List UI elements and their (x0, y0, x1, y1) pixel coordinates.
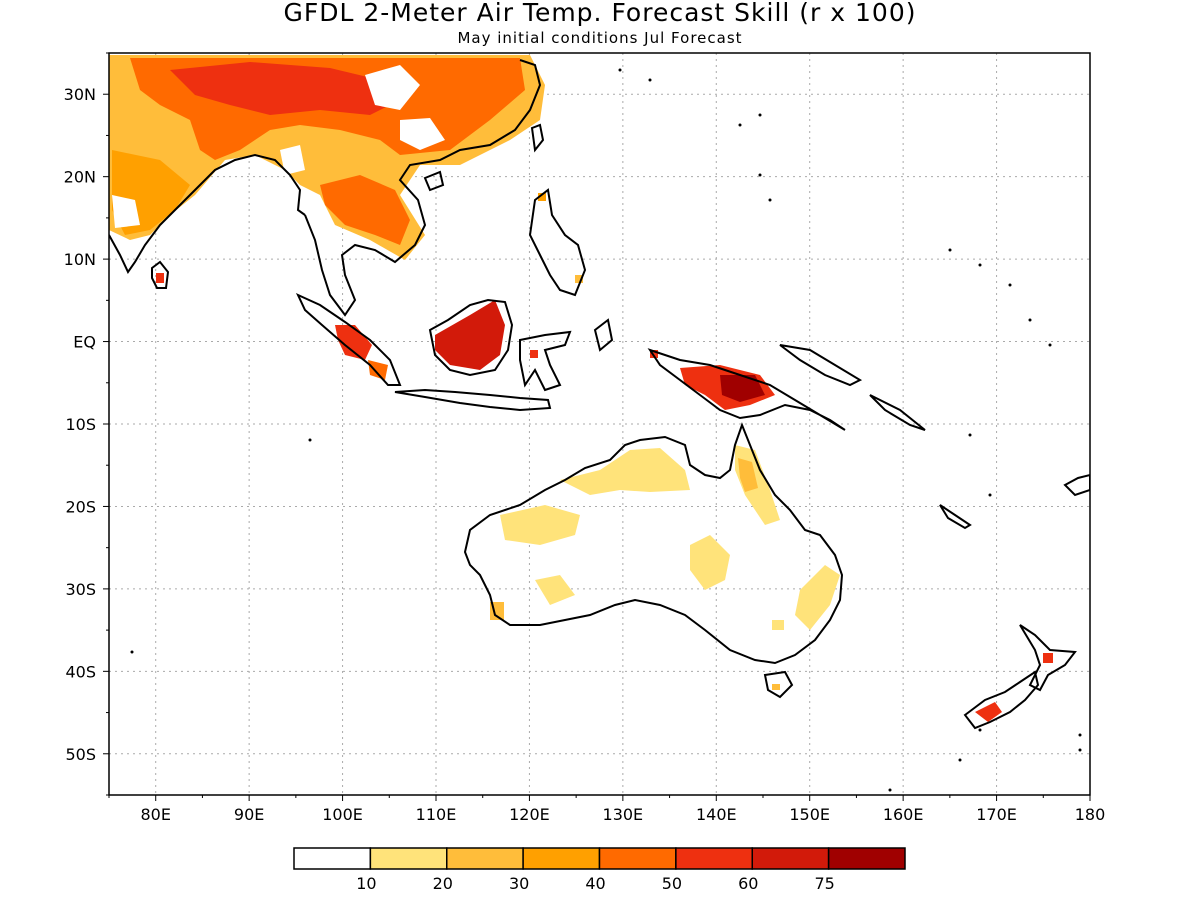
skill-region-indochina (320, 175, 410, 245)
y-tick-label: 10N (64, 250, 96, 269)
colorbar-swatch (751, 847, 830, 870)
coast-philippines (528, 188, 587, 297)
x-tick-label: 180 (1075, 805, 1106, 824)
skill-halmahera (650, 350, 658, 358)
skill-australia-cape (735, 445, 780, 525)
colorbar-swatch (675, 847, 753, 870)
y-tick-label: 20S (65, 497, 96, 516)
coast-solomons (869, 394, 926, 431)
skill-sumatra (335, 325, 372, 360)
skill-shading (109, 55, 1053, 722)
colorbar: 10 20 30 40 50 60 75 (293, 847, 906, 893)
y-tick-label: 10S (65, 415, 96, 434)
skill-gap-4 (280, 145, 305, 175)
coast-java (394, 388, 552, 412)
coast-nz-north (1019, 624, 1077, 692)
map-title: GFDL 2-Meter Air Temp. Forecast Skill (r… (283, 0, 917, 27)
coast-nz-south (963, 670, 1040, 730)
y-tick-label: 20N (64, 168, 96, 187)
colorbar-swatch (293, 847, 372, 870)
colorbar-label: 30 (509, 874, 529, 893)
coast-indochina (304, 59, 542, 317)
colorbar-label: 10 (356, 874, 376, 893)
y-tick-label: EQ (73, 333, 96, 352)
x-axis: 80E 90E 100E 110E 120E 130E 140E 150E 160E 170E 18… (108, 795, 1106, 824)
colorbar-label: 75 (814, 874, 834, 893)
y-axis: 30N 20N 10N EQ 10S 20S 30S 40S 50S (64, 52, 109, 796)
y-tick-label: 30N (64, 85, 96, 104)
colorbar-label: 50 (662, 874, 682, 893)
x-tick-label: 120E (509, 805, 550, 824)
skill-gap-2 (400, 118, 445, 150)
colorbar-label: 20 (433, 874, 453, 893)
colorbar-swatch (598, 847, 677, 870)
skill-nz-south (975, 702, 1002, 722)
island-dots (130, 68, 1082, 792)
colorbar-swatch (446, 847, 524, 870)
skill-australia-west (500, 505, 580, 545)
skill-region-himalaya (170, 62, 400, 115)
skill-borneo (435, 300, 505, 370)
coast-halmahera (593, 318, 614, 352)
coast-hainan (423, 170, 445, 192)
skill-new-guinea-core (720, 375, 765, 402)
skill-gap-3 (112, 195, 140, 228)
x-tick-label: 100E (322, 805, 363, 824)
skill-australia-east (795, 565, 840, 630)
y-tick-label: 40S (65, 662, 96, 681)
x-tick-label: 130E (603, 805, 644, 824)
plot-frame (108, 52, 1091, 796)
x-tick-label: 160E (883, 805, 924, 824)
skill-sulawesi (530, 350, 538, 358)
coast-bismarck (779, 344, 863, 387)
skill-australia-center (690, 535, 730, 590)
x-tick-label: 140E (696, 805, 737, 824)
skill-sumatra-south (368, 360, 388, 380)
skill-australia-southwest (535, 575, 575, 605)
skill-australia-north (560, 448, 690, 495)
coast-australia (463, 422, 844, 665)
skill-gap-1 (365, 65, 420, 110)
skill-australia-south (772, 620, 784, 630)
skill-luzon (538, 193, 546, 201)
x-tick-label: 110E (416, 805, 457, 824)
skill-nz-north (1043, 653, 1053, 663)
skill-australia-cape-core (738, 458, 758, 492)
coastlines (109, 59, 1090, 730)
y-tick-label: 30S (65, 580, 96, 599)
colorbar-swatch (369, 847, 448, 870)
colorbar-swatch (522, 847, 601, 870)
colorbar-swatch (827, 847, 906, 870)
coast-india (109, 153, 306, 274)
coast-new-guinea (647, 348, 846, 431)
coast-fiji (1063, 473, 1090, 497)
colorbar-label: 60 (738, 874, 758, 893)
coast-sri-lanka (151, 260, 170, 289)
colorbar-label: 40 (585, 874, 605, 893)
x-tick-label: 90E (234, 805, 264, 824)
coast-sumatra (295, 292, 402, 386)
skill-mindanao (575, 275, 583, 283)
coast-tasmania (763, 670, 794, 699)
x-tick-label: 80E (140, 805, 170, 824)
coast-new-caledonia (939, 504, 972, 530)
y-tick-label: 50S (65, 745, 96, 764)
coast-taiwan (530, 123, 545, 153)
map-subtitle: May initial conditions Jul Forecast (457, 29, 743, 47)
skill-tasmania (772, 684, 780, 690)
x-tick-label: 150E (789, 805, 830, 824)
x-tick-label: 170E (976, 805, 1017, 824)
skill-sri-lanka (156, 273, 164, 283)
map-grid (109, 53, 1090, 795)
coast-borneo (428, 298, 514, 377)
coast-sulawesi (519, 330, 572, 392)
